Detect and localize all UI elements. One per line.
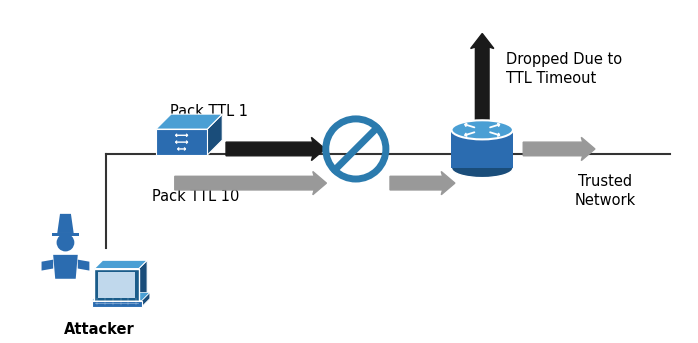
Text: Pack TTL 1: Pack TTL 1 xyxy=(170,104,248,119)
Polygon shape xyxy=(207,114,222,155)
Ellipse shape xyxy=(452,120,513,139)
FancyArrow shape xyxy=(226,137,325,161)
Ellipse shape xyxy=(452,158,513,178)
Polygon shape xyxy=(91,293,150,300)
Circle shape xyxy=(57,234,75,251)
Polygon shape xyxy=(94,260,147,269)
FancyArrow shape xyxy=(390,172,455,195)
Polygon shape xyxy=(156,129,207,155)
Polygon shape xyxy=(57,214,74,233)
FancyArrow shape xyxy=(524,137,595,161)
Text: Attacker: Attacker xyxy=(64,322,135,337)
Polygon shape xyxy=(452,130,513,168)
Polygon shape xyxy=(52,233,79,236)
Text: Dropped Due to
TTL Timeout: Dropped Due to TTL Timeout xyxy=(506,51,622,86)
Text: Pack TTL 10: Pack TTL 10 xyxy=(151,189,239,204)
Polygon shape xyxy=(53,255,77,279)
Polygon shape xyxy=(98,272,135,298)
Polygon shape xyxy=(42,260,53,271)
Polygon shape xyxy=(91,300,142,307)
Polygon shape xyxy=(156,114,222,129)
Polygon shape xyxy=(94,269,139,301)
Polygon shape xyxy=(77,260,89,271)
FancyArrow shape xyxy=(470,34,494,126)
Polygon shape xyxy=(142,293,150,307)
Text: Trusted
Network: Trusted Network xyxy=(574,174,636,208)
Polygon shape xyxy=(139,260,147,301)
FancyArrow shape xyxy=(174,172,327,195)
